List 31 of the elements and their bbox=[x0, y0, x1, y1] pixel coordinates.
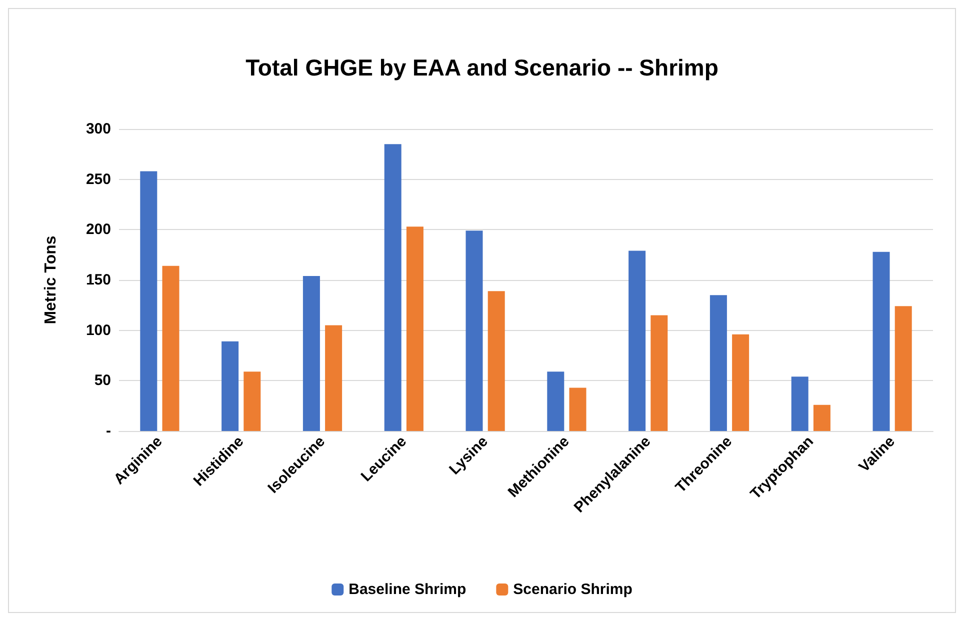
y-tick-label: 300 bbox=[86, 120, 111, 138]
bar bbox=[547, 372, 564, 431]
bar bbox=[325, 325, 342, 431]
y-tick-label: 150 bbox=[86, 272, 111, 288]
legend-label: Scenario Shrimp bbox=[513, 581, 632, 598]
bar bbox=[813, 404, 830, 431]
bar bbox=[140, 171, 158, 431]
chart-title: Total GHGE by EAA and Scenario -- Shrimp bbox=[246, 54, 718, 80]
bar bbox=[488, 291, 505, 431]
bar bbox=[406, 226, 424, 431]
bar bbox=[628, 250, 646, 431]
bar bbox=[894, 306, 912, 431]
bar bbox=[162, 266, 180, 431]
y-tick-label: - bbox=[106, 422, 111, 440]
legend-label: Baseline Shrimp bbox=[348, 581, 466, 598]
bar bbox=[872, 252, 890, 431]
y-axis-title: Metric Tons bbox=[42, 236, 60, 324]
bar bbox=[791, 376, 808, 431]
bar bbox=[244, 372, 261, 431]
bar bbox=[384, 144, 402, 431]
bar bbox=[710, 295, 727, 431]
y-tick-label: 200 bbox=[86, 221, 111, 238]
bar bbox=[466, 230, 483, 431]
bar bbox=[650, 315, 668, 431]
bar bbox=[222, 341, 239, 431]
bar bbox=[302, 276, 320, 431]
y-tick-label: 100 bbox=[86, 322, 111, 339]
y-tick-label: 250 bbox=[86, 170, 111, 188]
bar bbox=[569, 388, 586, 431]
y-tick-label: 50 bbox=[94, 372, 111, 390]
bar bbox=[732, 334, 750, 431]
